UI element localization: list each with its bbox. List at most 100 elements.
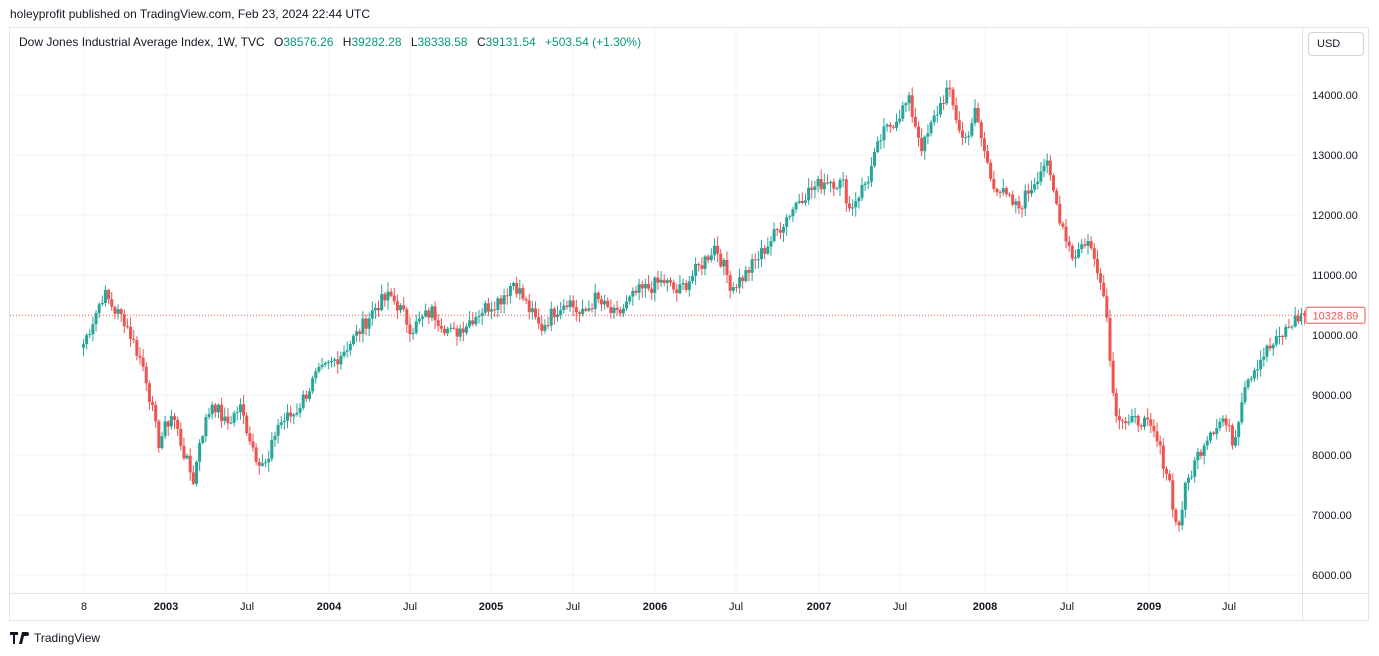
candle-body	[863, 183, 867, 185]
candle-body	[157, 421, 161, 448]
candle-body	[1136, 415, 1140, 426]
candle-body	[1303, 313, 1307, 316]
candle-body	[568, 300, 572, 308]
y-tick-label: 7000.00	[1312, 510, 1352, 522]
candle-body	[267, 458, 271, 463]
candle-body	[1215, 428, 1219, 435]
candle-body	[1221, 418, 1225, 422]
candle-body	[1171, 480, 1175, 510]
candle-body	[308, 391, 312, 399]
candle-body	[599, 299, 603, 305]
candle-body	[976, 107, 980, 123]
candle-body	[932, 115, 936, 123]
candle-body	[744, 270, 748, 282]
candle-body	[273, 435, 277, 440]
candle-body	[948, 87, 952, 90]
candle-body	[94, 313, 98, 325]
candle-body	[574, 307, 578, 313]
candles	[81, 79, 1307, 532]
candle-body	[1199, 451, 1203, 456]
candle-body	[785, 217, 789, 227]
y-tick-label: 14000.00	[1312, 90, 1358, 102]
x-tick-label: 2004	[317, 601, 342, 613]
candle-body	[1237, 422, 1241, 438]
candle-body	[141, 357, 145, 367]
candle-body	[891, 126, 895, 128]
candle-body	[854, 201, 858, 208]
candle-body	[1277, 335, 1281, 337]
candle-body	[499, 298, 503, 305]
candle-body	[1293, 315, 1297, 327]
candle-body	[496, 298, 500, 310]
candle-body	[1180, 509, 1184, 526]
x-tick-label: Jul	[729, 601, 743, 613]
candle-body	[606, 300, 610, 307]
candle-body	[945, 87, 949, 104]
candle-body	[257, 461, 261, 466]
candle-body	[138, 355, 142, 358]
x-tick-label: 2008	[973, 601, 997, 613]
candle-body	[1155, 431, 1159, 442]
candle-body	[512, 282, 516, 286]
candle-body	[424, 310, 428, 317]
candle-body	[245, 415, 249, 434]
candle-body	[1268, 345, 1272, 349]
candle-body	[292, 414, 296, 417]
candle-body	[317, 366, 321, 372]
candle-body	[581, 308, 585, 314]
candle-body	[960, 130, 964, 138]
candle-body	[690, 275, 694, 282]
candle-body	[182, 445, 186, 459]
candle-body	[954, 105, 958, 121]
candle-body	[907, 95, 911, 104]
candle-body	[618, 309, 622, 314]
candle-body	[970, 123, 974, 136]
candle-body	[923, 136, 927, 152]
candle-body	[345, 350, 349, 352]
candle-body	[860, 184, 864, 198]
candle-body	[1030, 189, 1034, 194]
currency-button[interactable]: USD	[1308, 32, 1364, 56]
candle-body	[898, 118, 902, 122]
candle-body	[1168, 473, 1172, 481]
candle-body	[100, 302, 104, 305]
candle-body	[1246, 379, 1250, 388]
candle-body	[1243, 387, 1247, 403]
candle-body	[1296, 315, 1300, 322]
legend-close: 39131.54	[485, 35, 536, 49]
candle-body	[207, 414, 211, 418]
candle-body	[653, 277, 657, 293]
candle-body	[515, 282, 519, 294]
candle-body	[1102, 282, 1106, 297]
candle-body	[1234, 437, 1238, 446]
candle-body	[1265, 345, 1269, 357]
candle-body	[1158, 441, 1162, 446]
candle-body	[910, 95, 914, 117]
candle-body	[957, 120, 961, 131]
x-tick-label: 2006	[643, 601, 667, 613]
candle-body	[694, 264, 698, 276]
candle-body	[700, 265, 704, 269]
candle-body	[242, 404, 246, 416]
candle-body	[1252, 370, 1256, 379]
candle-body	[913, 116, 917, 127]
candle-body	[734, 287, 738, 289]
candle-body	[430, 306, 434, 318]
tradingview-brand[interactable]: TradingView	[10, 631, 100, 645]
legend-open: 38576.26	[283, 35, 334, 49]
candle-body	[750, 259, 754, 273]
candle-body	[656, 277, 660, 283]
candle-body	[1290, 326, 1294, 328]
x-tick-label: 2003	[154, 601, 178, 613]
candle-body	[527, 300, 531, 313]
candle-body	[1186, 477, 1190, 483]
candle-body	[1259, 359, 1263, 370]
candle-body	[866, 181, 870, 184]
candle-body	[1067, 241, 1071, 247]
candle-body	[417, 318, 421, 322]
candle-body	[687, 281, 691, 290]
candle-body	[882, 126, 886, 141]
candle-body	[753, 259, 757, 261]
candle-body	[986, 151, 990, 163]
